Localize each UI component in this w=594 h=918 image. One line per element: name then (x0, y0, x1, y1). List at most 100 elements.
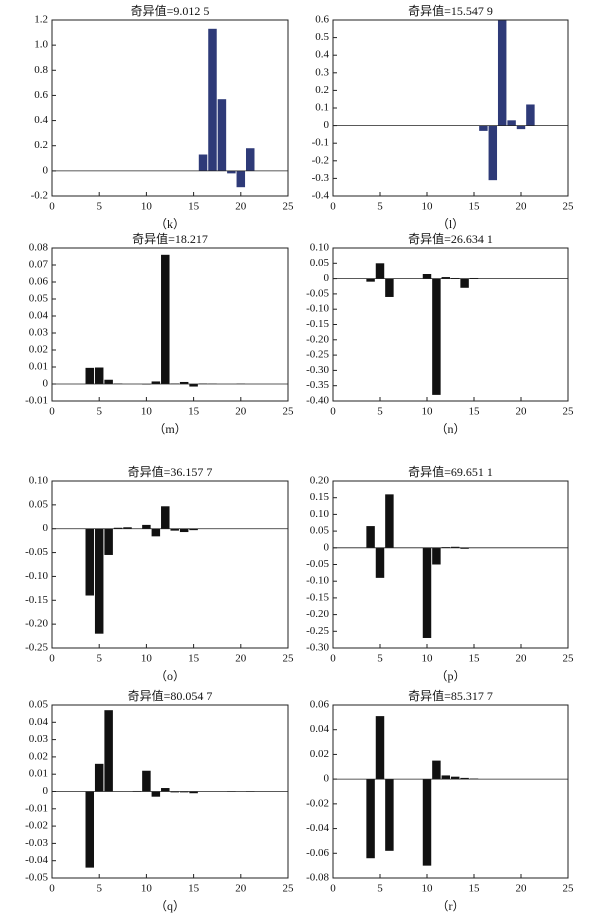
bar (104, 379, 113, 384)
y-tick-label: -0.04 (25, 854, 48, 866)
x-tick-label: 15 (188, 883, 200, 895)
x-tick-label: 10 (422, 883, 434, 895)
bar (432, 547, 441, 565)
y-tick-label: -0.05 (25, 546, 48, 558)
y-tick-label: -0.30 (306, 642, 329, 654)
x-tick-label: 20 (235, 201, 247, 213)
y-tick-label: 0.02 (29, 750, 48, 762)
bar (123, 527, 132, 529)
y-tick-label: 0 (324, 773, 330, 785)
bar (245, 148, 255, 171)
panel-caption: （o） (155, 669, 185, 683)
y-tick-label: 0.05 (310, 525, 330, 537)
y-tick-label: 0.20 (310, 475, 330, 487)
panel-title: 奇异值=15.547 9 (408, 3, 493, 18)
y-tick-label: -0.01 (25, 802, 48, 814)
y-tick-label: 0.05 (29, 699, 49, 711)
bar (441, 277, 451, 279)
y-tick-label: 0.3 (315, 66, 329, 78)
y-tick-label: 0.5 (315, 31, 329, 43)
x-tick-label: 15 (469, 883, 481, 895)
panel-caption: （k） (155, 217, 185, 231)
y-tick-label: -0.03 (25, 837, 48, 849)
y-tick-label: -0.15 (306, 591, 329, 603)
bar (94, 367, 104, 384)
x-tick-label: 5 (96, 406, 102, 418)
x-tick-label: 20 (516, 653, 528, 665)
x-tick-label: 5 (96, 201, 102, 213)
bar (113, 527, 123, 529)
x-tick-label: 0 (330, 883, 336, 895)
y-tick-label: 0 (43, 785, 49, 797)
y-tick-label: -0.10 (25, 570, 48, 582)
y-tick-label: 0.03 (29, 733, 49, 745)
x-tick-label: 25 (563, 406, 575, 418)
x-tick-label: 25 (563, 883, 575, 895)
x-tick-label: 20 (235, 883, 247, 895)
y-tick-label: 0 (324, 119, 330, 131)
y-tick-label: -0.15 (25, 594, 48, 606)
bar (366, 278, 375, 282)
bar (142, 524, 151, 529)
y-tick-label: -0.30 (306, 364, 329, 376)
bar (375, 716, 385, 780)
bar (170, 528, 179, 531)
y-tick-label: 0.2 (34, 139, 48, 151)
y-tick-label: -0.2 (31, 190, 48, 202)
bar (189, 791, 198, 794)
panel-caption: （p） (435, 669, 465, 683)
bar (497, 20, 507, 126)
x-tick-label: 5 (96, 653, 102, 665)
bar (236, 170, 246, 188)
x-tick-label: 0 (330, 406, 336, 418)
x-tick-label: 20 (516, 406, 528, 418)
y-tick-label: 0.4 (315, 49, 329, 61)
panel-title: 奇异值=18.217 (132, 231, 208, 246)
x-tick-label: 0 (49, 201, 55, 213)
x-tick-label: 10 (422, 653, 434, 665)
x-tick-label: 10 (141, 883, 153, 895)
bar (488, 125, 498, 181)
panel-caption: （l） (437, 217, 464, 231)
y-tick-label: 1.0 (34, 39, 48, 51)
panel-title: 奇异值=36.157 7 (128, 464, 213, 479)
bar (432, 760, 441, 780)
panel-title: 奇异值=26.634 1 (408, 231, 493, 246)
x-tick-label: 15 (469, 406, 481, 418)
y-tick-label: -0.35 (306, 379, 329, 391)
y-tick-label: 0.06 (29, 276, 49, 288)
y-tick-label: -0.2 (312, 154, 329, 166)
y-tick-label: -0.06 (306, 847, 329, 859)
x-tick-label: 25 (283, 653, 295, 665)
y-tick-label: 0.08 (29, 242, 49, 254)
x-tick-label: 10 (141, 201, 153, 213)
x-tick-label: 0 (330, 653, 336, 665)
y-tick-label: -0.02 (306, 797, 329, 809)
x-tick-label: 0 (49, 883, 55, 895)
bar (460, 777, 469, 780)
panel-title: 奇异值=85.317 7 (408, 688, 493, 703)
axes-frame (51, 480, 289, 649)
y-tick-label: 0.10 (310, 242, 330, 254)
axes-frame (332, 247, 569, 402)
x-tick-label: 25 (283, 883, 295, 895)
y-tick-label: 0 (43, 164, 49, 176)
y-tick-label: 0 (43, 522, 49, 534)
bar (507, 120, 516, 126)
x-tick-label: 0 (49, 653, 55, 665)
bar (227, 170, 236, 174)
x-tick-label: 25 (283, 406, 295, 418)
y-tick-label: -0.4 (312, 190, 330, 202)
bar (385, 494, 394, 548)
y-tick-label: -0.05 (306, 558, 329, 570)
y-tick-label: 0.06 (310, 699, 330, 711)
x-tick-label: 10 (422, 406, 434, 418)
y-tick-label: 0.1 (315, 102, 329, 114)
bar (189, 384, 198, 387)
x-tick-label: 25 (283, 201, 295, 213)
panel-title: 奇异值=80.054 7 (128, 688, 213, 703)
x-tick-label: 5 (377, 201, 383, 213)
x-tick-label: 15 (188, 201, 200, 213)
y-tick-label: 0.04 (310, 723, 330, 735)
